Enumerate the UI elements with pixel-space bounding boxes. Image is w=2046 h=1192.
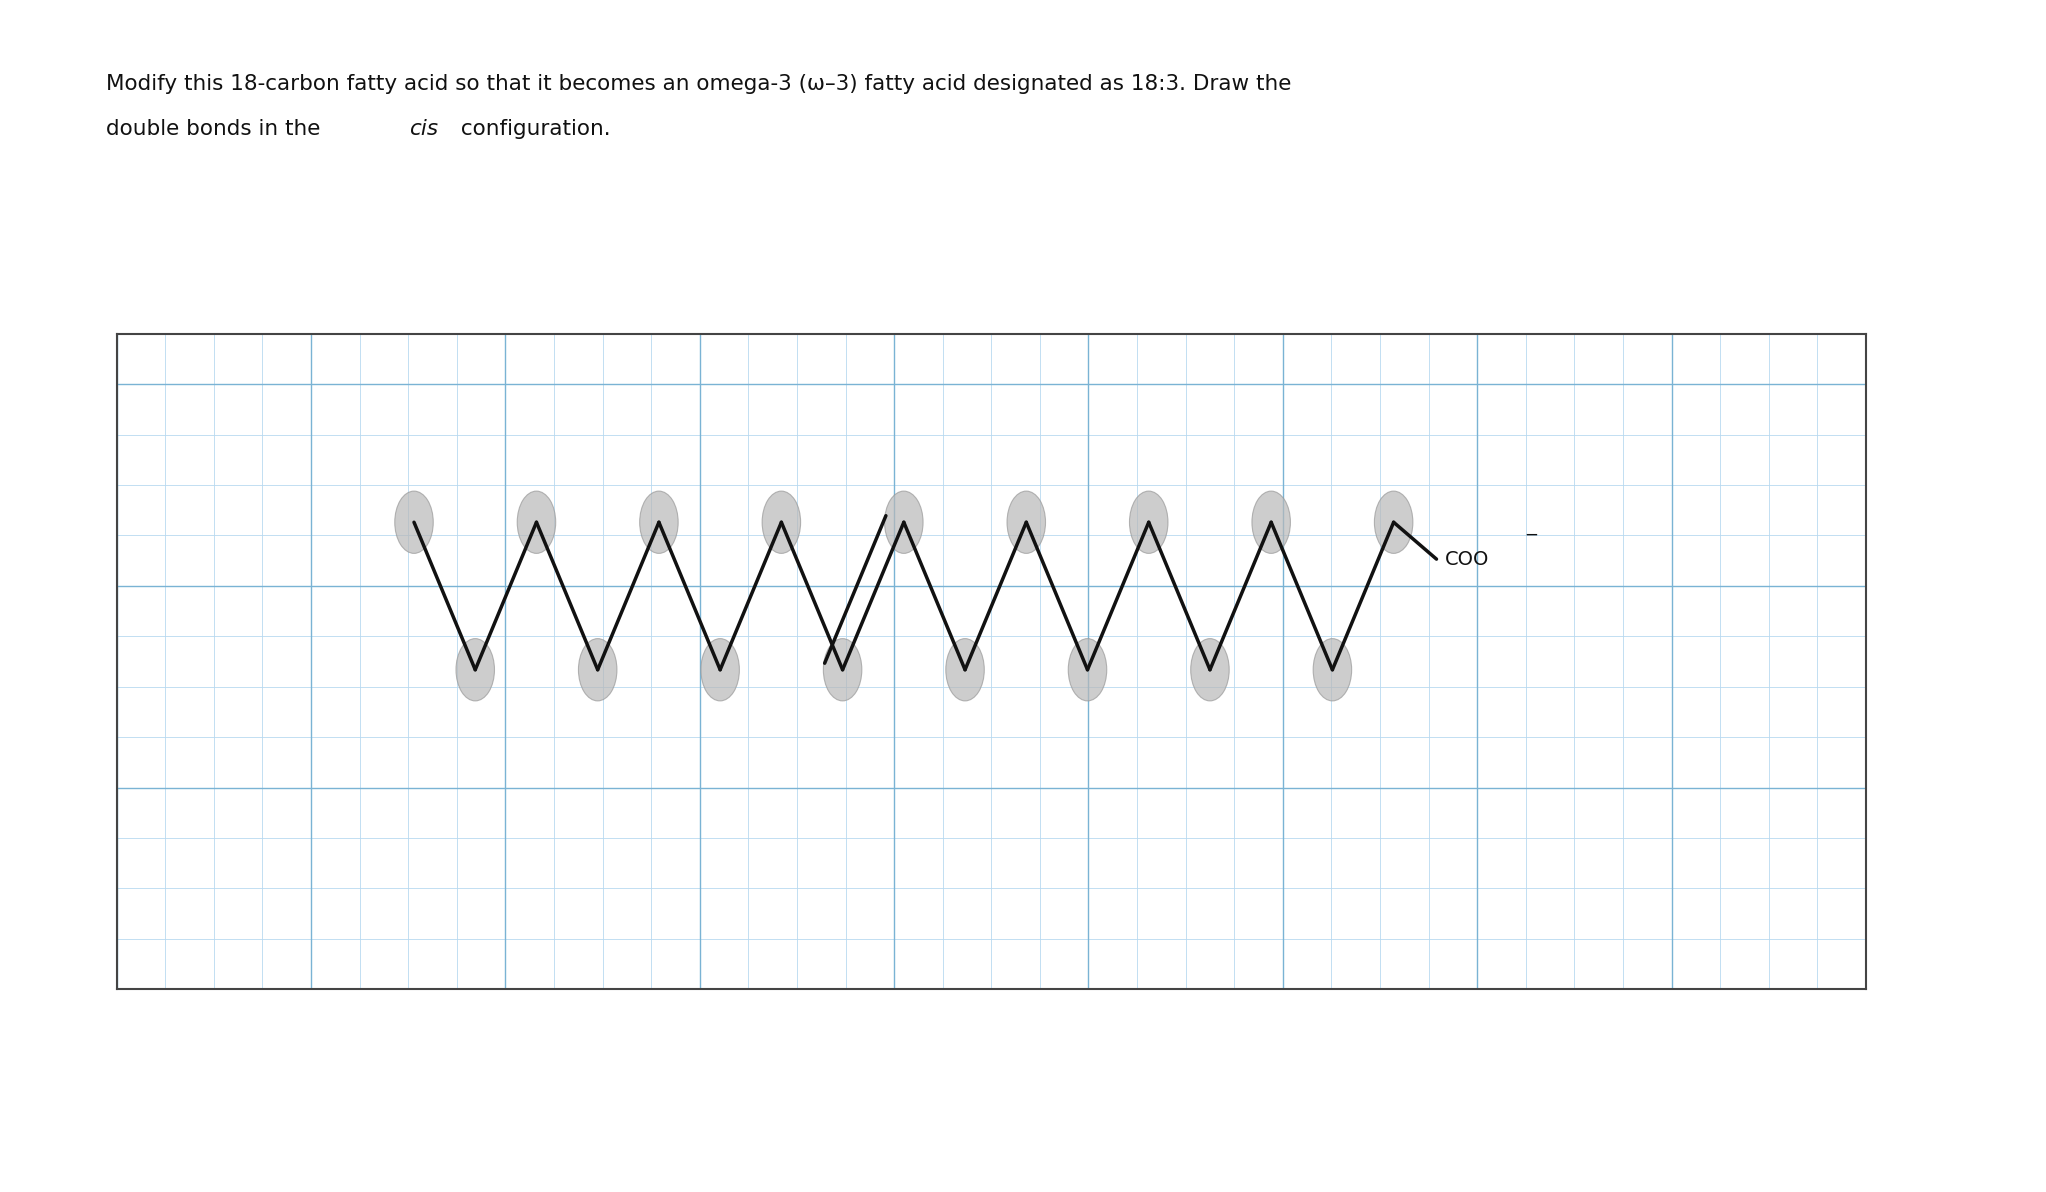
Ellipse shape bbox=[456, 639, 495, 701]
Text: COO: COO bbox=[1444, 550, 1489, 569]
Ellipse shape bbox=[1252, 491, 1291, 553]
Text: cis: cis bbox=[409, 119, 438, 139]
Text: configuration.: configuration. bbox=[454, 119, 612, 139]
Ellipse shape bbox=[579, 639, 618, 701]
Ellipse shape bbox=[702, 639, 739, 701]
Ellipse shape bbox=[1068, 639, 1107, 701]
Ellipse shape bbox=[1007, 491, 1046, 553]
Ellipse shape bbox=[822, 639, 861, 701]
Ellipse shape bbox=[761, 491, 800, 553]
Text: Modify this 18-carbon fatty acid so that it becomes an omega-3 (ω–3) fatty acid : Modify this 18-carbon fatty acid so that… bbox=[106, 74, 1291, 94]
Ellipse shape bbox=[1314, 639, 1352, 701]
Ellipse shape bbox=[884, 491, 923, 553]
Ellipse shape bbox=[1375, 491, 1414, 553]
Text: double bonds in the: double bonds in the bbox=[106, 119, 327, 139]
Ellipse shape bbox=[395, 491, 434, 553]
Ellipse shape bbox=[945, 639, 984, 701]
Text: −: − bbox=[1524, 526, 1539, 544]
Ellipse shape bbox=[640, 491, 677, 553]
Ellipse shape bbox=[1191, 639, 1230, 701]
Ellipse shape bbox=[518, 491, 557, 553]
Ellipse shape bbox=[1129, 491, 1168, 553]
